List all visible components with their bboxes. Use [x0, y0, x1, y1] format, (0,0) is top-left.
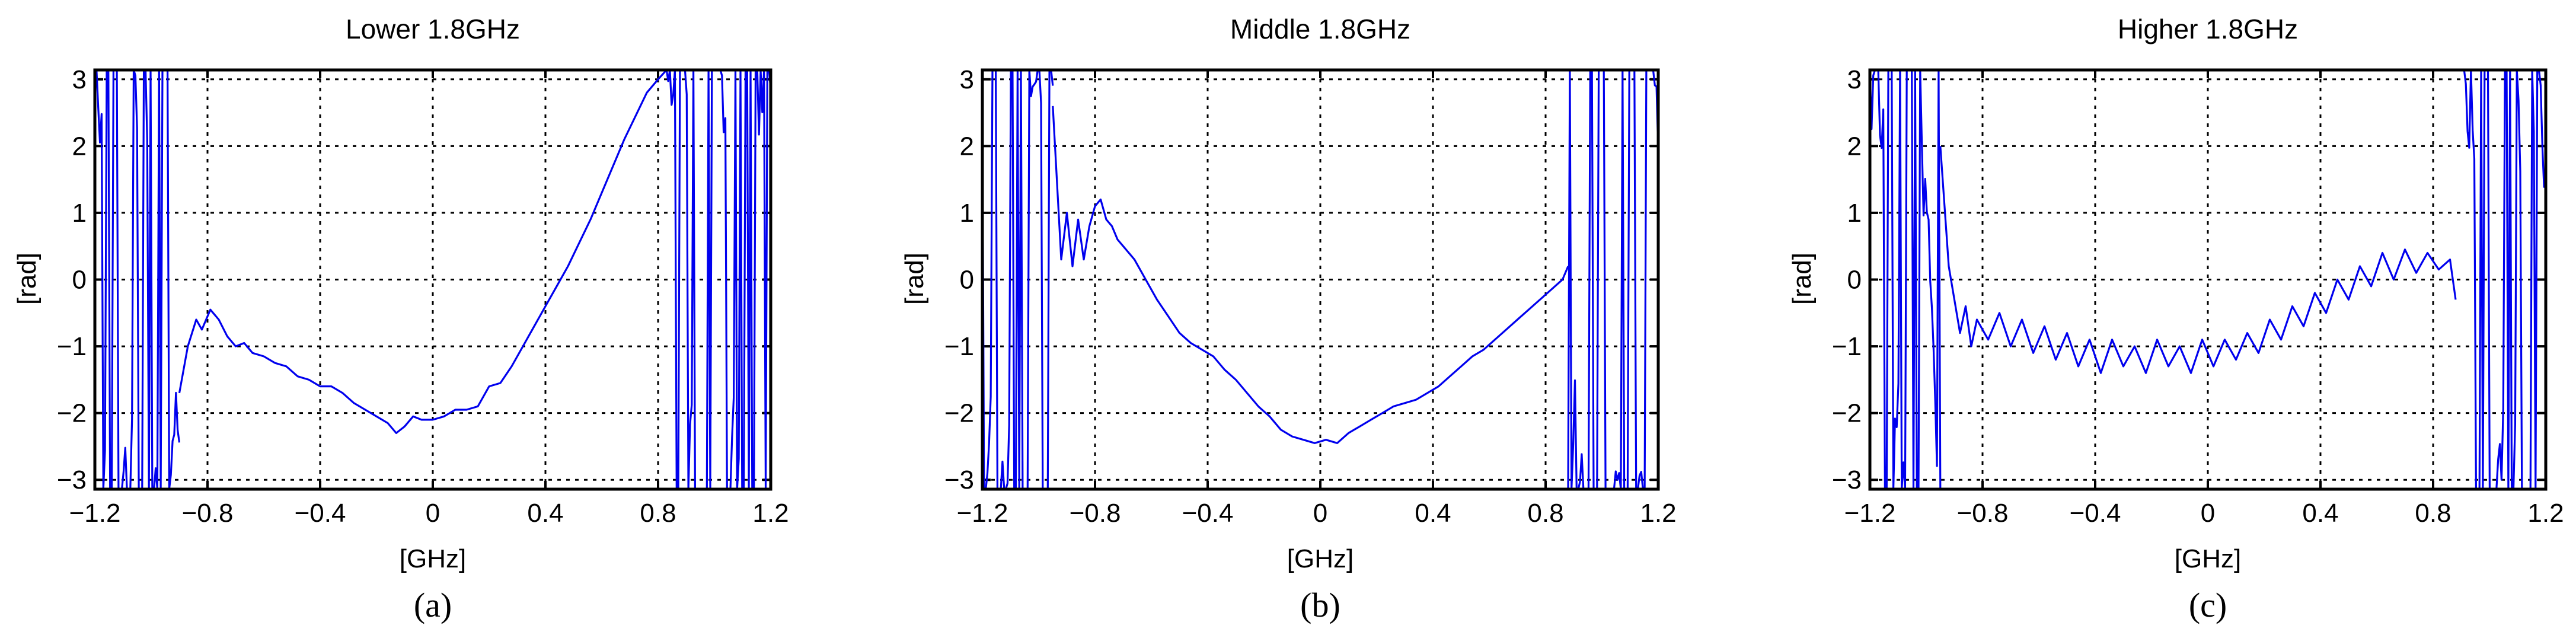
x-tick-label: −0.8 [1070, 499, 1121, 528]
y-tick-label: −2 [944, 399, 974, 428]
x-tick-label: 0 [1313, 499, 1327, 528]
y-tick-label: −1 [944, 332, 974, 361]
y-tick-label: 2 [1847, 132, 1862, 161]
x-tick-label: 1.2 [1640, 499, 1676, 528]
y-tick-label: 3 [1847, 65, 1862, 94]
series-line-wrap-left [982, 70, 1054, 489]
x-axis-label: [GHz] [400, 544, 466, 573]
x-tick-label: −0.4 [1182, 499, 1234, 528]
series-line-phase [1939, 146, 2457, 374]
chart-panel-lower: Lower 1.8GHz [rad] [GHz] (a) −1.2 −0.8 −0.… [12, 14, 789, 624]
y-tick-label: −3 [57, 465, 87, 495]
plot-frame [1868, 68, 2548, 491]
chart-panel-middle: Middle 1.8GHz [rad] [GHz] (b) −1.2 −0.8 −0… [900, 14, 1677, 624]
y-tick-label: 0 [960, 266, 974, 295]
y-axis-label: [rad] [1787, 253, 1817, 305]
x-tick-label: 0.4 [1415, 499, 1451, 528]
plot-frame [981, 68, 1660, 491]
x-tick-label: 0 [2201, 499, 2215, 528]
chart-title: Higher 1.8GHz [2118, 14, 2298, 44]
y-tick-label: −3 [944, 465, 974, 495]
x-tick-label: 0 [426, 499, 440, 528]
y-tick-label: 2 [72, 132, 87, 161]
y-tick-label: −1 [1832, 332, 1862, 361]
series-line-wrap-left [1870, 70, 1942, 489]
series-line-phase [178, 70, 668, 434]
y-tick-label: 2 [960, 132, 974, 161]
y-tick-label: 0 [1847, 266, 1862, 295]
y-tick-label: −1 [57, 332, 87, 361]
x-tick-label: −1.2 [69, 499, 121, 528]
x-tick-label: 1.2 [2527, 499, 2564, 528]
x-tick-label: 0.8 [640, 499, 676, 528]
x-tick-label: −0.8 [1957, 499, 2009, 528]
x-tick-label: −0.8 [182, 499, 234, 528]
x-tick-label: 0.8 [2415, 499, 2451, 528]
x-tick-label: 0.4 [2302, 499, 2338, 528]
figure-caption: (a) [414, 586, 452, 624]
plot-frame [93, 68, 773, 491]
figure-caption: (b) [1300, 586, 1340, 624]
y-tick-label: −2 [1832, 399, 1862, 428]
series-line-wrap-right [2456, 70, 2546, 489]
x-axis-label: [GHz] [1287, 544, 1354, 573]
chart-title: Lower 1.8GHz [346, 14, 520, 44]
x-axis-label: [GHz] [2175, 544, 2241, 573]
y-tick-label: 1 [72, 199, 87, 228]
series-line-wrap-right [1567, 70, 1658, 489]
y-axis-label: [rad] [12, 253, 42, 305]
figure-caption: (c) [2189, 586, 2227, 624]
chart-panel-higher: Higher 1.8GHz [rad] [GHz] (c) −1.2 −0.8 −0… [1787, 14, 2564, 624]
x-tick-label: −0.4 [2070, 499, 2121, 528]
y-tick-label: 1 [960, 199, 974, 228]
y-tick-label: −2 [57, 399, 87, 428]
x-tick-label: 0.8 [1527, 499, 1563, 528]
y-tick-label: 3 [72, 65, 87, 94]
y-tick-label: 3 [960, 65, 974, 94]
y-tick-label: −3 [1832, 465, 1862, 495]
y-tick-label: 0 [72, 266, 87, 295]
x-tick-label: −1.2 [1844, 499, 1896, 528]
series-line-phase [1052, 106, 1569, 444]
series-line-wrap-left [95, 70, 181, 489]
y-axis-label: [rad] [900, 253, 929, 305]
x-tick-label: −0.4 [295, 499, 346, 528]
x-tick-label: 0.4 [527, 499, 563, 528]
y-tick-label: 1 [1847, 199, 1862, 228]
x-tick-label: −1.2 [957, 499, 1008, 528]
chart-title: Middle 1.8GHz [1230, 14, 1410, 44]
x-tick-label: 1.2 [752, 499, 789, 528]
